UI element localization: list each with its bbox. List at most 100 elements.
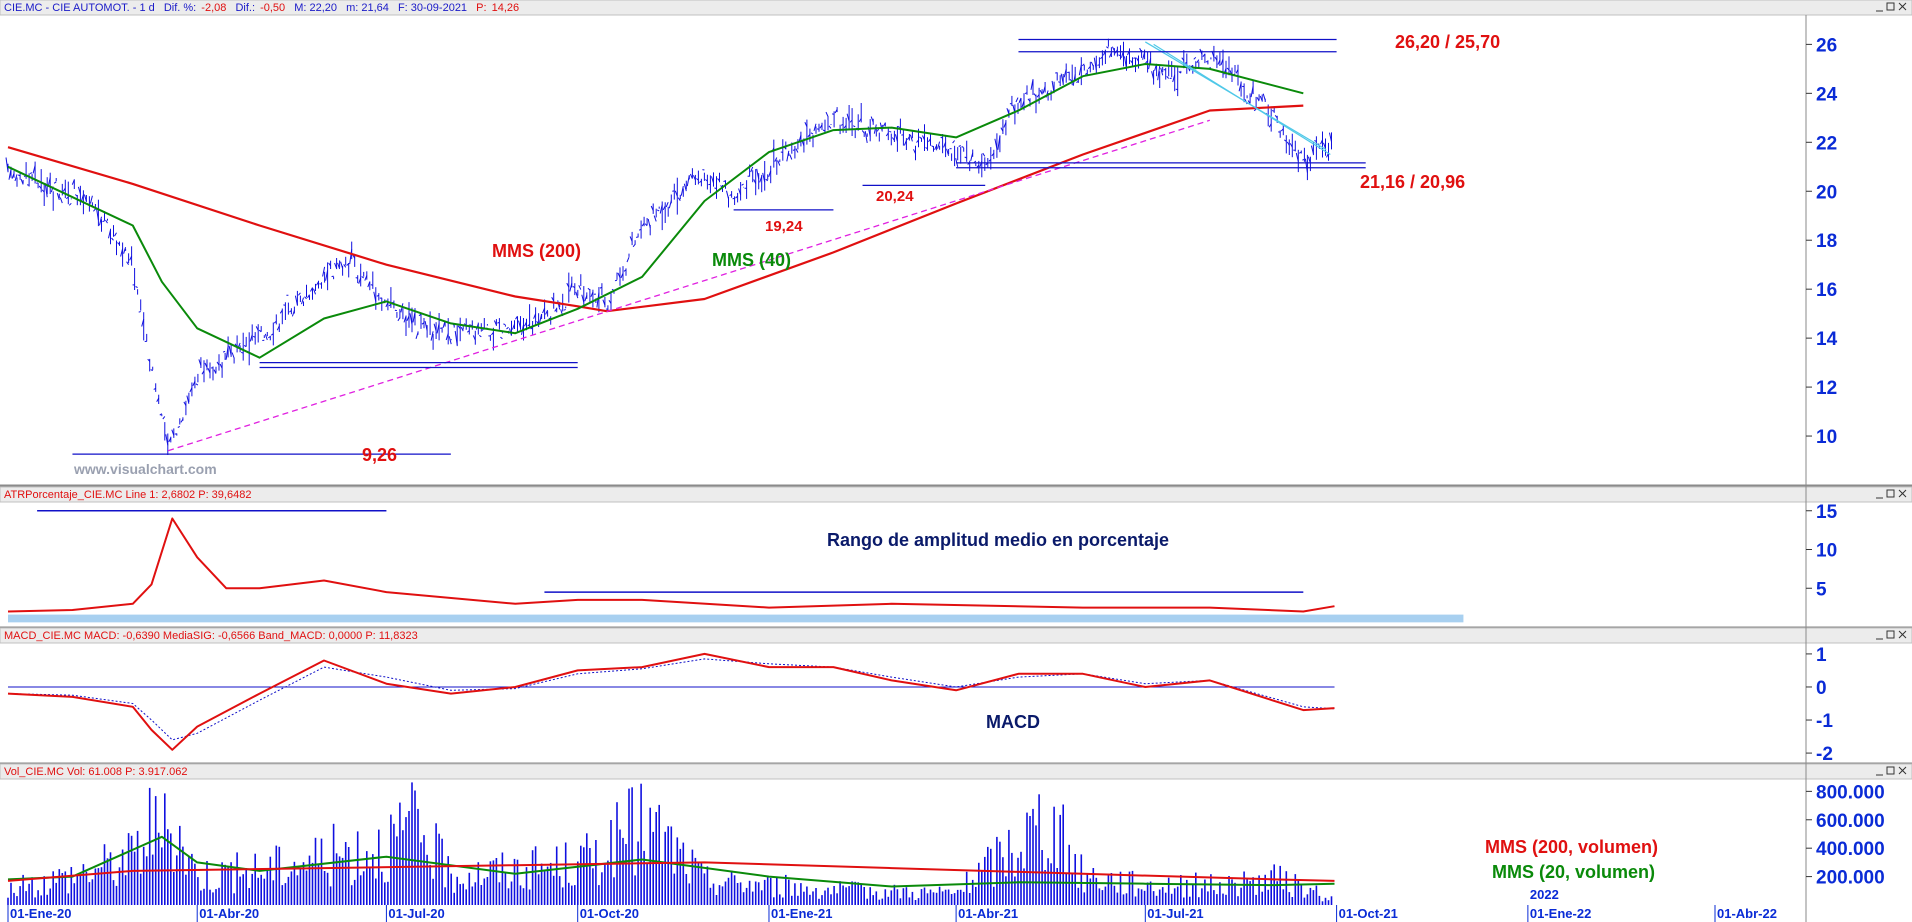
price-bar-tick	[723, 180, 726, 182]
price-y-label: 22	[1816, 133, 1837, 154]
price-bar-tick	[150, 369, 153, 372]
price-bar-tick	[403, 316, 407, 323]
price-y-label: 10	[1816, 427, 1837, 448]
price-bar-tick	[255, 326, 259, 331]
price-bar-tick	[870, 116, 874, 123]
price-bar-tick	[762, 172, 766, 183]
price-bar-tick	[168, 437, 172, 443]
price-bar-tick	[1160, 67, 1164, 76]
price-bar-tick	[919, 136, 922, 140]
maximize-icon[interactable]	[1886, 2, 1895, 11]
maximize-icon[interactable]	[1886, 630, 1895, 639]
price-bar-tick	[1108, 52, 1112, 58]
price-bar-tick	[1226, 67, 1230, 71]
watermark: www.visualchart.com	[73, 461, 217, 477]
price-y-label: 16	[1816, 280, 1837, 301]
price-bar-tick	[542, 307, 546, 314]
price-bar-tick	[65, 196, 69, 200]
price-bar-tick	[207, 368, 211, 374]
price-bar-tick	[93, 208, 96, 212]
price-bar-tick	[554, 308, 558, 312]
close-icon[interactable]	[1898, 766, 1907, 775]
price-bar-tick	[349, 249, 353, 265]
price-bar-tick	[692, 175, 696, 181]
header-dif-pct-label: Dif. %:	[164, 2, 196, 14]
price-bar-tick	[156, 397, 160, 402]
price-bar-tick	[355, 277, 358, 279]
price-bar-tick	[1027, 98, 1031, 102]
price-bar-tick	[1214, 56, 1218, 61]
volume-panel	[7, 782, 1335, 905]
price-bar-tick	[961, 146, 964, 149]
price-bar-tick	[1142, 51, 1146, 60]
price-bar-tick	[623, 269, 627, 272]
price-bar-tick	[201, 370, 205, 375]
price-bar-tick	[1202, 53, 1206, 57]
maximize-icon[interactable]	[1886, 766, 1895, 775]
price-bar-tick	[786, 150, 790, 162]
price-bar-tick	[192, 381, 196, 387]
price-bar-tick	[1151, 71, 1155, 80]
maximize-icon[interactable]	[1886, 489, 1895, 498]
price-bar-tick	[466, 330, 470, 333]
price-bar-tick	[982, 152, 986, 157]
price-bar-tick	[448, 336, 452, 345]
price-bar-tick	[705, 179, 708, 182]
price-bar-tick	[1145, 60, 1148, 64]
price-bar-tick	[361, 276, 365, 279]
axes: 10121416182022242651015-2-101200.000400.…	[7, 35, 1885, 922]
vol-y-label: 400.000	[1816, 839, 1885, 860]
price-bars	[5, 38, 1332, 455]
price-bar-tick	[644, 223, 648, 227]
price-bar-tick	[696, 178, 699, 181]
close-icon[interactable]	[1898, 489, 1907, 498]
price-bar-tick	[849, 119, 853, 123]
price-bar-tick	[1063, 68, 1067, 78]
date-label: 01-Ene-20	[10, 906, 71, 921]
vol-y-label: 200.000	[1816, 868, 1885, 889]
price-bar-tick	[515, 315, 518, 320]
mms200-line	[7, 104, 1304, 313]
price-bar-tick	[843, 125, 847, 129]
price-bar-tick	[741, 183, 744, 186]
price-bar-tick	[1000, 127, 1004, 132]
price-bar-tick	[406, 315, 410, 321]
price-bar-tick	[479, 334, 482, 338]
price-bar-tick	[970, 152, 974, 162]
close-icon[interactable]	[1898, 2, 1907, 11]
trendline	[167, 119, 1210, 452]
price-bar-tick	[506, 326, 509, 330]
price-bar-tick	[659, 204, 663, 214]
price-bar-tick	[584, 295, 588, 302]
price-bar-tick	[569, 283, 573, 292]
price-bar-tick	[1256, 97, 1260, 102]
price-bar-tick	[819, 124, 823, 129]
price-bar-tick	[373, 291, 377, 302]
level-bottom-label: 21,16 / 20,96	[1360, 172, 1465, 192]
price-bar-tick	[952, 140, 955, 144]
price-bar-tick	[129, 255, 133, 261]
macd-line	[7, 652, 1335, 751]
price-bar-tick	[313, 288, 316, 295]
price-bar-tick	[159, 413, 163, 416]
price-bar-tick	[1166, 76, 1170, 79]
price-bar-tick	[325, 270, 329, 281]
price-bar-tick	[840, 123, 844, 126]
price-y-label: 24	[1816, 84, 1838, 105]
price-bar-tick	[454, 330, 458, 346]
mms40-line	[7, 63, 1304, 359]
price-bar-tick	[738, 188, 742, 195]
price-y-label: 26	[1816, 35, 1837, 56]
price-bar-tick	[903, 140, 907, 146]
vol-y-label: 600.000	[1816, 811, 1885, 832]
price-bar-tick	[457, 325, 461, 329]
close-icon[interactable]	[1898, 630, 1907, 639]
price-bar-tick	[1193, 56, 1197, 60]
price-bar-tick	[1030, 79, 1034, 90]
price-bar-tick	[1310, 145, 1314, 154]
price-bar-tick	[1326, 152, 1329, 158]
price-header: CIE.MC - CIE AUTOMOT. - 1 d Dif. %: -2,0…	[4, 2, 519, 14]
header-dif: -0,50	[260, 2, 285, 14]
price-bar-tick	[500, 336, 503, 340]
macd-title: MACD	[986, 712, 1040, 732]
